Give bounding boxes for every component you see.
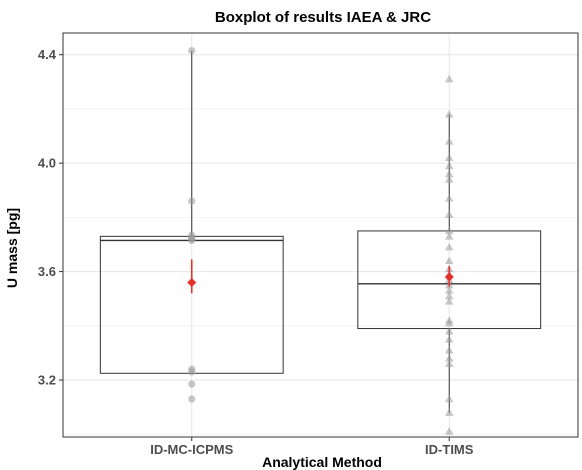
grid — [63, 33, 578, 437]
data-point — [444, 318, 454, 327]
x-tick-label: ID-TIMS — [425, 442, 474, 457]
data-point — [444, 286, 454, 294]
data-point — [188, 395, 196, 403]
data-point — [444, 297, 454, 305]
data-point — [188, 236, 196, 245]
data-point — [444, 427, 454, 435]
mean-marker — [444, 272, 454, 282]
data-point — [444, 394, 454, 403]
data-point — [444, 210, 454, 218]
y-tick-label: 3.6 — [38, 264, 56, 279]
panel-border — [62, 32, 579, 438]
data-point — [444, 256, 454, 264]
data-point — [188, 47, 196, 55]
data-point — [444, 291, 454, 300]
x-tick-label: ID-MC-ICPMS — [150, 442, 233, 457]
data-point — [444, 110, 454, 118]
data-point — [188, 197, 196, 205]
data-point — [444, 169, 454, 178]
data-point — [444, 74, 454, 83]
data-point — [444, 354, 454, 362]
data-point — [444, 359, 454, 368]
y-tick-label: 4.0 — [38, 156, 56, 171]
data-point — [444, 345, 454, 354]
boxes — [99, 50, 542, 413]
x-axis-title: Analytical Method — [262, 454, 382, 470]
y-tick-label: 4.4 — [38, 47, 57, 62]
chart-title: Boxplot of results IAEA & JRC — [215, 9, 431, 26]
axes: 3.2 3.6 4.0 4.4 ID-MC-ICPMS ID-TIMS — [38, 32, 579, 457]
data-point — [444, 242, 454, 251]
means — [187, 259, 454, 294]
y-axis-title: U mass [pg] — [4, 208, 20, 288]
data-point — [444, 153, 454, 161]
data-point — [444, 408, 454, 416]
data-point — [444, 232, 454, 240]
data-point — [444, 326, 454, 335]
data-point — [444, 161, 454, 170]
mean-marker — [187, 277, 197, 287]
data-point — [444, 194, 454, 202]
data-point — [188, 380, 196, 388]
data-point — [444, 137, 454, 145]
y-tick-label: 3.2 — [38, 373, 56, 388]
data-point — [444, 226, 454, 235]
data-point — [188, 368, 196, 376]
data-point — [444, 175, 454, 183]
data-point — [444, 335, 454, 343]
